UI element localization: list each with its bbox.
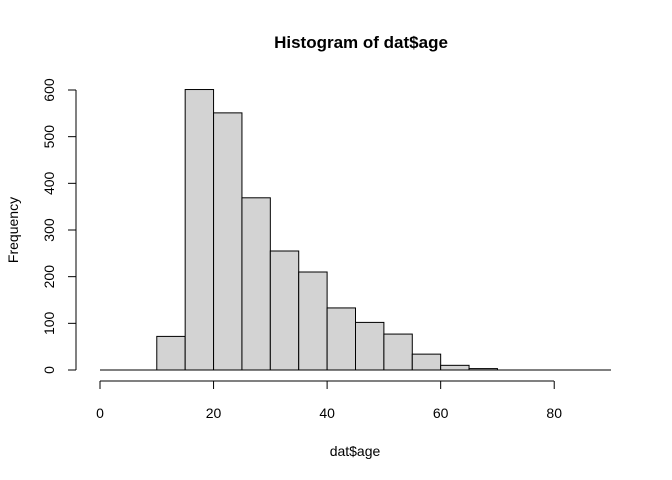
x-axis-tick-label: 0: [96, 405, 104, 421]
histogram-bar: [440, 364, 470, 371]
histogram-bar: [184, 89, 215, 371]
x-axis-tick-label: 40: [319, 405, 335, 421]
x-axis-tick-label: 60: [433, 405, 449, 421]
x-axis-tick-label: 20: [206, 405, 222, 421]
histogram-bar: [156, 335, 186, 371]
y-axis-tick-label: 300: [41, 218, 57, 242]
y-axis-tick-label: 100: [41, 311, 57, 335]
histogram-bar: [411, 353, 442, 371]
histogram-bar: [355, 321, 385, 371]
histogram-bar: [241, 197, 271, 371]
x-axis-tick-label: 80: [546, 405, 562, 421]
histogram-bars: [100, 89, 611, 371]
histogram-bar: [213, 112, 243, 371]
y-axis-tick-label: 500: [41, 125, 57, 149]
y-axis-label: Frequency: [5, 197, 21, 263]
histogram-bar: [383, 333, 413, 371]
y-axis-tick-label: 200: [41, 265, 57, 289]
chart-title: Histogram of dat$age: [274, 33, 448, 52]
x-axis: 0 20 40 60 80: [96, 380, 562, 421]
y-axis: 0 100 200 300 400 500 600: [41, 78, 77, 374]
y-axis-tick-label: 0: [41, 366, 57, 374]
y-axis-tick-label: 400: [41, 171, 57, 195]
histogram-bar: [326, 307, 356, 371]
y-axis-tick-label: 600: [41, 78, 57, 102]
histogram-bar: [298, 271, 328, 371]
histogram-bar: [269, 250, 300, 371]
x-axis-label: dat$age: [330, 443, 381, 459]
